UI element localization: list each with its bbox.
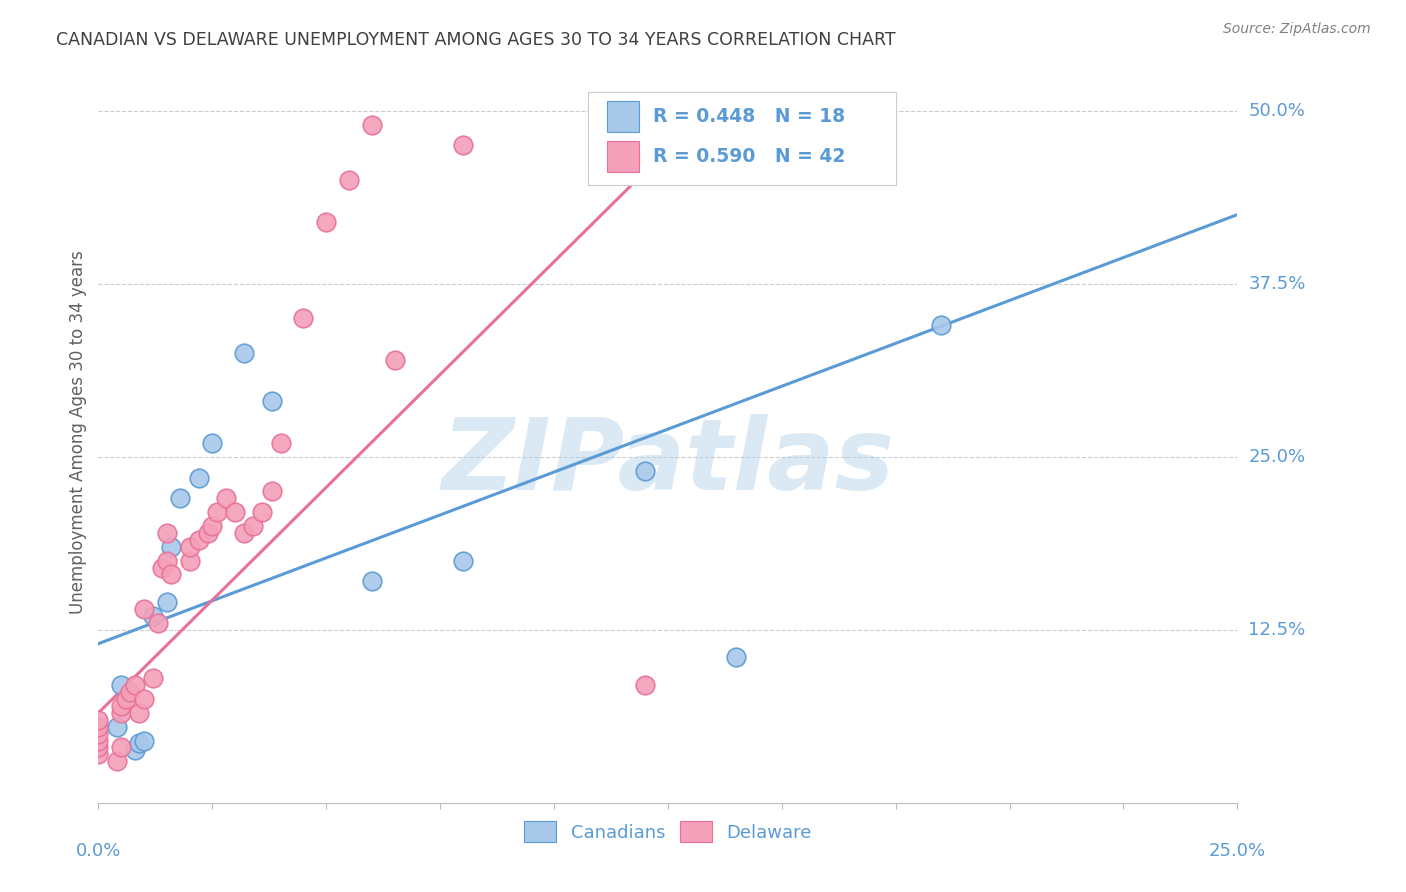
Point bbox=[132, 602, 155, 616]
Point bbox=[384, 353, 406, 368]
Text: R = 0.590   N = 42: R = 0.590 N = 42 bbox=[652, 147, 845, 166]
Point bbox=[120, 685, 142, 699]
Point bbox=[725, 650, 748, 665]
Point bbox=[205, 505, 228, 519]
Point bbox=[634, 464, 657, 478]
Point bbox=[187, 470, 209, 484]
Bar bbox=[607, 141, 640, 172]
Point bbox=[124, 743, 146, 757]
Legend: Canadians, Delaware: Canadians, Delaware bbox=[516, 814, 820, 849]
Text: ZIPatlas: ZIPatlas bbox=[441, 414, 894, 511]
Point bbox=[360, 118, 382, 132]
Point bbox=[634, 678, 657, 692]
Point bbox=[451, 554, 474, 568]
Point bbox=[197, 525, 219, 540]
Point bbox=[87, 726, 110, 740]
Point bbox=[146, 615, 169, 630]
Point bbox=[132, 692, 155, 706]
Point bbox=[160, 540, 183, 554]
Point bbox=[160, 567, 183, 582]
Text: R = 0.448   N = 18: R = 0.448 N = 18 bbox=[652, 107, 845, 126]
Point bbox=[201, 519, 224, 533]
Bar bbox=[607, 101, 640, 132]
Point bbox=[233, 346, 256, 360]
Point bbox=[260, 484, 283, 499]
FancyBboxPatch shape bbox=[588, 92, 896, 185]
Point bbox=[260, 394, 283, 409]
Text: 37.5%: 37.5% bbox=[1249, 275, 1306, 293]
Point bbox=[179, 554, 201, 568]
Point bbox=[156, 595, 179, 609]
Point bbox=[451, 138, 474, 153]
Point bbox=[114, 692, 136, 706]
Point bbox=[187, 533, 209, 547]
Point bbox=[87, 713, 110, 727]
Point bbox=[169, 491, 191, 506]
Point bbox=[142, 671, 165, 685]
Point bbox=[233, 525, 256, 540]
Point bbox=[105, 720, 128, 734]
Point bbox=[242, 519, 264, 533]
Point bbox=[87, 747, 110, 762]
Point bbox=[215, 491, 238, 506]
Point bbox=[179, 540, 201, 554]
Point bbox=[201, 436, 224, 450]
Point bbox=[87, 740, 110, 755]
Y-axis label: Unemployment Among Ages 30 to 34 years: Unemployment Among Ages 30 to 34 years bbox=[69, 251, 87, 615]
Point bbox=[128, 736, 150, 750]
Point bbox=[110, 698, 132, 713]
Point bbox=[87, 720, 110, 734]
Point bbox=[315, 214, 337, 228]
Point bbox=[132, 733, 155, 747]
Point bbox=[87, 733, 110, 747]
Point bbox=[156, 554, 179, 568]
Point bbox=[252, 505, 274, 519]
Point bbox=[292, 311, 315, 326]
Point bbox=[360, 574, 382, 589]
Point bbox=[337, 173, 360, 187]
Point bbox=[110, 706, 132, 720]
Text: 0.0%: 0.0% bbox=[76, 842, 121, 860]
Point bbox=[105, 754, 128, 768]
Text: Source: ZipAtlas.com: Source: ZipAtlas.com bbox=[1223, 22, 1371, 37]
Point bbox=[270, 436, 292, 450]
Point bbox=[150, 560, 173, 574]
Text: CANADIAN VS DELAWARE UNEMPLOYMENT AMONG AGES 30 TO 34 YEARS CORRELATION CHART: CANADIAN VS DELAWARE UNEMPLOYMENT AMONG … bbox=[56, 31, 896, 49]
Text: 25.0%: 25.0% bbox=[1209, 842, 1265, 860]
Point bbox=[110, 740, 132, 755]
Text: 50.0%: 50.0% bbox=[1249, 102, 1305, 120]
Point bbox=[224, 505, 246, 519]
Point bbox=[929, 318, 952, 333]
Point bbox=[124, 678, 146, 692]
Point bbox=[156, 525, 179, 540]
Text: 12.5%: 12.5% bbox=[1249, 621, 1306, 639]
Point bbox=[128, 706, 150, 720]
Text: 25.0%: 25.0% bbox=[1249, 448, 1306, 466]
Point bbox=[110, 678, 132, 692]
Point bbox=[142, 609, 165, 624]
